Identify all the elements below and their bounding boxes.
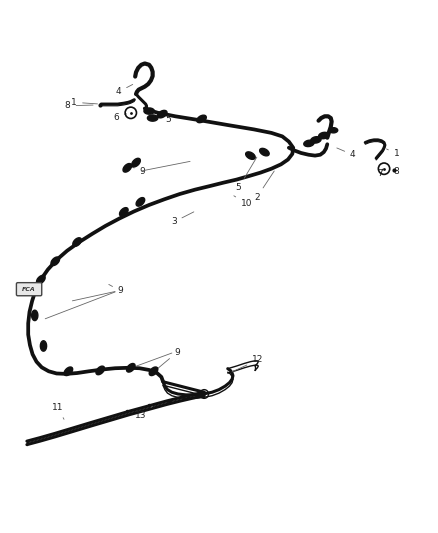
Text: 3: 3 <box>171 212 194 227</box>
Polygon shape <box>304 140 314 147</box>
Polygon shape <box>64 367 73 376</box>
Polygon shape <box>40 341 46 351</box>
Polygon shape <box>73 238 81 246</box>
FancyBboxPatch shape <box>16 282 42 296</box>
Polygon shape <box>260 148 269 156</box>
Text: 4: 4 <box>116 84 133 96</box>
Text: 9: 9 <box>156 348 180 369</box>
Polygon shape <box>51 257 60 265</box>
Polygon shape <box>246 152 255 159</box>
Polygon shape <box>329 128 338 133</box>
Polygon shape <box>149 367 158 376</box>
Polygon shape <box>311 136 321 143</box>
Polygon shape <box>148 115 158 121</box>
Text: 5: 5 <box>236 157 257 192</box>
Text: 6: 6 <box>113 112 127 122</box>
Polygon shape <box>158 110 167 118</box>
Polygon shape <box>136 198 145 206</box>
Text: 10: 10 <box>234 196 252 208</box>
Polygon shape <box>96 366 105 375</box>
Text: 12: 12 <box>232 356 264 372</box>
Polygon shape <box>36 276 45 284</box>
Text: 7: 7 <box>378 168 383 177</box>
Text: 5: 5 <box>155 115 172 124</box>
Text: 13: 13 <box>134 406 152 421</box>
Polygon shape <box>120 208 128 216</box>
Text: 8: 8 <box>394 167 399 176</box>
Text: 9: 9 <box>109 285 124 295</box>
Text: 2: 2 <box>254 171 274 202</box>
Polygon shape <box>32 310 38 320</box>
Polygon shape <box>197 115 206 123</box>
Text: 1: 1 <box>71 98 98 107</box>
Text: 9: 9 <box>132 167 145 176</box>
Polygon shape <box>123 164 131 172</box>
Text: 1: 1 <box>386 149 399 158</box>
Polygon shape <box>127 364 135 372</box>
Polygon shape <box>144 108 154 114</box>
Text: 4: 4 <box>337 148 356 159</box>
Text: FCA: FCA <box>22 287 36 292</box>
Text: 11: 11 <box>52 403 64 419</box>
Polygon shape <box>132 158 140 167</box>
Text: 8: 8 <box>65 101 93 110</box>
Polygon shape <box>318 132 329 139</box>
